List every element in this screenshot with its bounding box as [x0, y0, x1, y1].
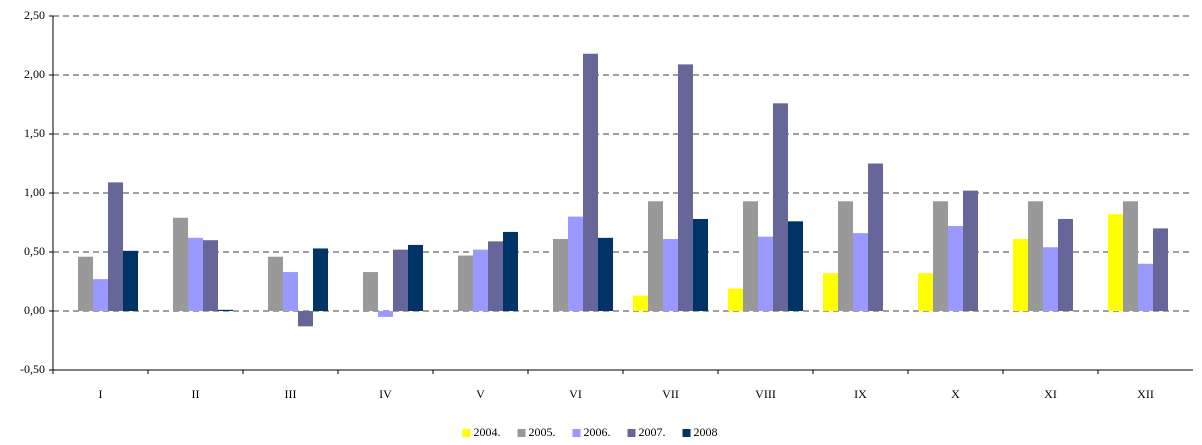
x-tick-label: XI — [1044, 387, 1057, 401]
x-tick-label: IV — [379, 387, 392, 401]
bar — [268, 256, 283, 311]
legend-label: 2006. — [584, 425, 611, 439]
y-tick-label: 1,50 — [24, 126, 45, 140]
bar — [78, 256, 93, 311]
bar — [1138, 263, 1153, 311]
bar — [298, 311, 313, 327]
bar — [108, 182, 123, 311]
x-tick-label: V — [476, 387, 485, 401]
legend-swatch — [462, 429, 471, 437]
bar — [283, 272, 298, 311]
bar — [648, 201, 663, 311]
bar — [378, 311, 393, 317]
bar — [173, 217, 188, 311]
x-tick-label: IX — [854, 387, 867, 401]
x-tick-label: III — [285, 387, 297, 401]
bar — [838, 201, 853, 311]
bar — [1123, 201, 1138, 311]
y-tick-label: 2,50 — [24, 8, 45, 22]
y-tick-label: -0,50 — [20, 362, 45, 376]
bar — [948, 226, 963, 311]
bar — [773, 103, 788, 311]
bar — [853, 233, 868, 311]
legend-swatch — [627, 429, 636, 437]
bar — [1108, 214, 1123, 311]
legend-label: 2008 — [694, 425, 718, 439]
bar — [473, 249, 488, 311]
bar — [728, 288, 743, 311]
bar — [1028, 201, 1043, 311]
x-tick-label: I — [99, 387, 103, 401]
x-tick-label: II — [192, 387, 200, 401]
bar — [583, 53, 598, 311]
bar — [678, 64, 693, 311]
legend-label: 2007. — [639, 425, 666, 439]
bar — [363, 272, 378, 311]
y-tick-label: 0,50 — [24, 244, 45, 258]
bar — [123, 250, 138, 311]
legend-swatch — [682, 429, 691, 437]
bar — [823, 273, 838, 311]
legend-swatch — [517, 429, 526, 437]
bar — [933, 201, 948, 311]
bar — [918, 273, 933, 311]
bar — [1043, 247, 1058, 311]
bar — [408, 244, 423, 311]
bar — [1013, 239, 1028, 311]
y-tick-label: 1,00 — [24, 185, 45, 199]
bar — [568, 216, 583, 311]
bar — [663, 239, 678, 311]
bar — [633, 295, 648, 311]
bar — [1058, 218, 1073, 311]
bar — [788, 221, 803, 311]
bar — [503, 231, 518, 311]
bar — [203, 240, 218, 311]
legend-label: 2005. — [529, 425, 556, 439]
bar — [743, 201, 758, 311]
bar — [758, 236, 773, 311]
x-tick-label: VII — [662, 387, 679, 401]
bar — [488, 241, 503, 311]
bar — [313, 248, 328, 311]
x-tick-label: XII — [1137, 387, 1154, 401]
bar — [218, 309, 233, 311]
legend-swatch — [572, 429, 581, 437]
bar — [963, 190, 978, 311]
bar — [393, 249, 408, 311]
x-tick-label: X — [951, 387, 960, 401]
y-tick-label: 2,00 — [24, 67, 45, 81]
bar — [188, 237, 203, 311]
x-tick-label: VI — [569, 387, 582, 401]
bar — [598, 237, 613, 311]
bar — [553, 239, 568, 311]
bar — [93, 279, 108, 311]
legend-label: 2004. — [474, 425, 501, 439]
bar — [693, 218, 708, 311]
y-tick-label: 0,00 — [24, 303, 45, 317]
bar — [458, 255, 473, 311]
bar — [868, 163, 883, 311]
bar — [1153, 228, 1168, 311]
x-tick-label: VIII — [755, 387, 776, 401]
